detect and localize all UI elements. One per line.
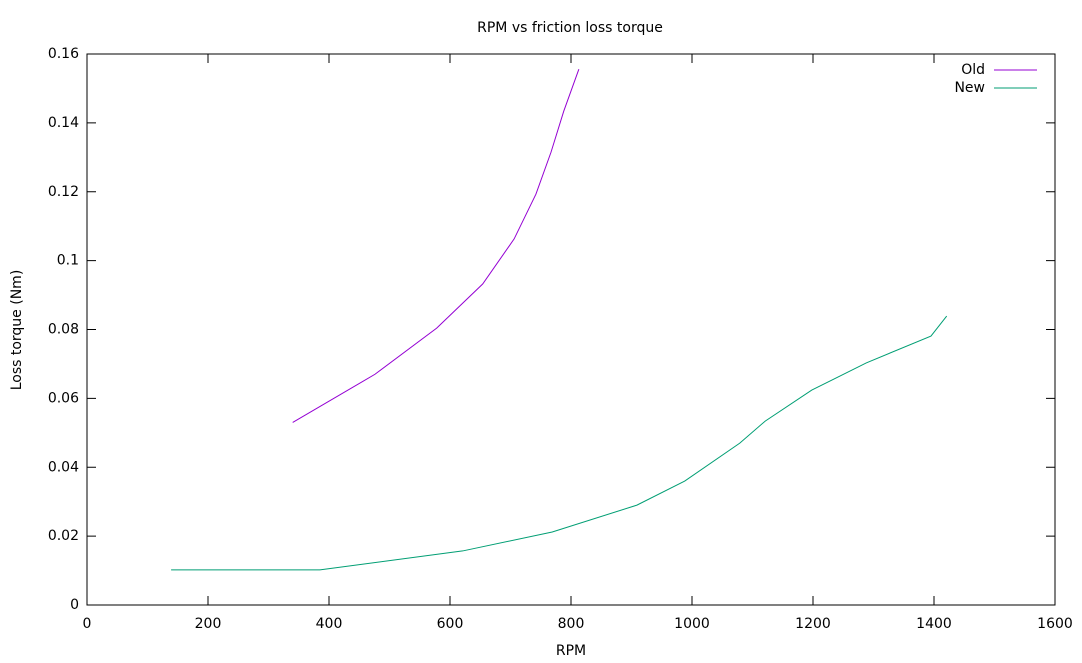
x-tick-label: 1000 xyxy=(674,616,710,632)
x-tick-label: 800 xyxy=(558,616,585,632)
legend-label: Old xyxy=(961,62,985,78)
x-tick-label: 400 xyxy=(316,616,343,632)
y-tick-label: 0.16 xyxy=(48,46,79,62)
series-line xyxy=(171,315,948,571)
x-tick-label: 1400 xyxy=(916,616,952,632)
y-axis-label: Loss torque (Nm) xyxy=(9,270,25,391)
y-tick-label: 0.1 xyxy=(57,253,79,269)
y-tick-label: 0.08 xyxy=(48,322,79,338)
y-tick-label: 0.12 xyxy=(48,184,79,200)
plot-frame xyxy=(86,53,1056,606)
x-tick-label: 1600 xyxy=(1037,616,1073,632)
y-tick-label: 0 xyxy=(70,597,79,613)
y-tick-label: 0.06 xyxy=(48,390,79,406)
x-axis-label: RPM xyxy=(556,643,586,659)
y-tick-label: 0.14 xyxy=(48,115,79,131)
y-tick-label: 0.02 xyxy=(48,528,79,544)
x-tick-label: 200 xyxy=(195,616,222,632)
x-tick-label: 600 xyxy=(437,616,464,632)
x-tick-label: 0 xyxy=(83,616,92,632)
chart-title: RPM vs friction loss torque xyxy=(477,20,663,36)
legend-label: New xyxy=(954,80,985,96)
y-tick-label: 0.04 xyxy=(48,459,79,475)
x-tick-label: 1200 xyxy=(795,616,831,632)
series-line xyxy=(292,68,580,423)
